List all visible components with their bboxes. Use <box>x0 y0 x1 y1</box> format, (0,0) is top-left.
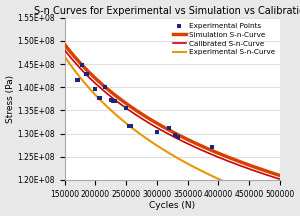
Experimental S-n-Curve <box>160 148 164 150</box>
Calibrated S-n-Curve <box>206 152 210 154</box>
Experimental Points <box>98 97 103 100</box>
Line: Calibrated S-n-Curve: Calibrated S-n-Curve <box>65 50 280 179</box>
Calibrated S-n-Curve <box>63 49 67 51</box>
Experimental Points <box>127 124 132 128</box>
Experimental Points <box>96 97 101 100</box>
Experimental Points <box>108 98 113 102</box>
Experimental Points <box>176 136 181 139</box>
Experimental S-n-Curve <box>206 173 210 176</box>
Simulation S-n-Curve <box>225 155 229 158</box>
Line: Experimental S-n-Curve: Experimental S-n-Curve <box>65 57 280 203</box>
Calibrated S-n-Curve <box>278 178 282 180</box>
Line: Simulation S-n-Curve: Simulation S-n-Curve <box>65 44 280 175</box>
Experimental Points <box>124 106 128 109</box>
Calibrated S-n-Curve <box>160 129 164 132</box>
X-axis label: Cycles (N): Cycles (N) <box>149 202 195 210</box>
Experimental Points <box>102 86 107 89</box>
Experimental Points <box>173 134 178 137</box>
Simulation S-n-Curve <box>160 125 164 127</box>
Calibrated S-n-Curve <box>118 102 122 105</box>
Calibrated S-n-Curve <box>225 159 229 162</box>
Simulation S-n-Curve <box>63 43 67 46</box>
Experimental Points <box>93 87 98 91</box>
Simulation S-n-Curve <box>278 174 282 177</box>
Simulation S-n-Curve <box>118 98 122 100</box>
Experimental Points <box>154 130 159 133</box>
Experimental S-n-Curve <box>278 202 282 205</box>
Experimental Points <box>167 126 172 130</box>
Simulation S-n-Curve <box>206 148 210 150</box>
Experimental S-n-Curve <box>63 55 67 58</box>
Experimental S-n-Curve <box>101 101 105 104</box>
Experimental S-n-Curve <box>190 164 193 167</box>
Title: S-n Curves for Experimental vs Simulation vs Calibration: S-n Curves for Experimental vs Simulatio… <box>34 6 300 16</box>
Experimental Points <box>85 73 90 76</box>
Experimental Points <box>84 73 88 76</box>
Experimental S-n-Curve <box>118 117 122 119</box>
Experimental Points <box>102 86 107 89</box>
Experimental Points <box>75 78 80 82</box>
Experimental Points <box>76 78 81 82</box>
Experimental Points <box>80 63 84 67</box>
Simulation S-n-Curve <box>101 84 105 86</box>
Experimental Points <box>210 145 214 148</box>
Calibrated S-n-Curve <box>101 89 105 91</box>
Experimental Points <box>129 124 134 128</box>
Experimental Points <box>113 99 118 103</box>
Calibrated S-n-Curve <box>190 144 193 147</box>
Experimental S-n-Curve <box>225 181 229 184</box>
Experimental Points <box>110 99 115 103</box>
Simulation S-n-Curve <box>190 140 193 143</box>
Legend: Experimental Points, Simulation S-n-Curve, Calibrated S-n-Curve, Experimental S-: Experimental Points, Simulation S-n-Curv… <box>171 21 276 57</box>
Y-axis label: Stress (Pa): Stress (Pa) <box>6 75 15 123</box>
